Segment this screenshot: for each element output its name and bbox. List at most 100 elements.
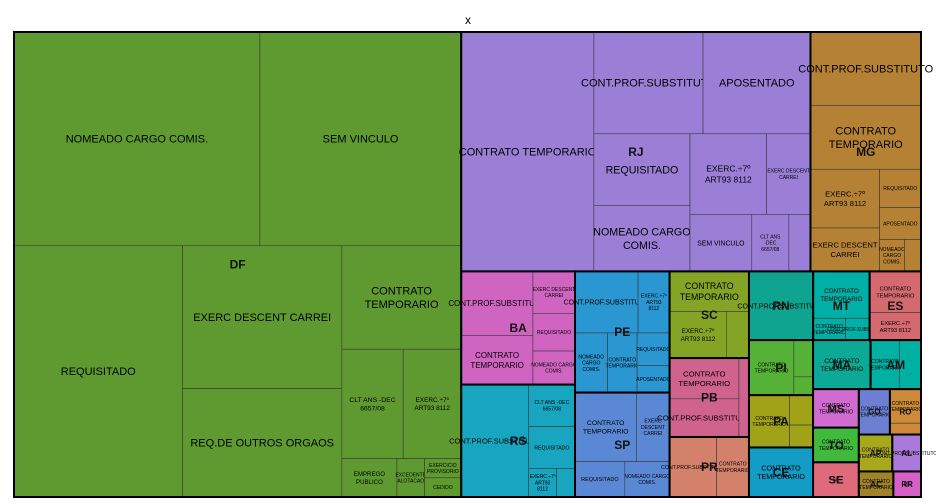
- tile-label: CLT ANS -DEC 6657/08: [349, 397, 395, 413]
- tile-label: SEM VINCULO: [697, 240, 744, 247]
- tile-label: CONT.PROF.SUBSTITUTO: [827, 327, 888, 333]
- tile-go-0: [858, 388, 891, 435]
- group-label: TO: [828, 440, 844, 452]
- tile-rj-4: [689, 133, 767, 215]
- tile-label: CONTRATO TEMPORARIO: [606, 357, 640, 369]
- tile-df-6: [341, 348, 404, 459]
- tile-label: CONT.PROF.SUBSTITUTO: [661, 465, 725, 471]
- group-label: RN: [772, 299, 789, 313]
- tile-label: CONTRATO TEMPORARIO: [868, 359, 902, 371]
- tile-ba-3: [532, 313, 576, 352]
- tile-mg-3: [810, 227, 880, 272]
- tile-label: CONT.PROF.SUBSTITUTO: [449, 436, 541, 445]
- tile-label: CONT.PROF.SUBSTITUTO: [581, 78, 716, 90]
- tile-label: CONTRATO TEMPORARIO: [889, 401, 923, 413]
- tile-pb-2: [669, 398, 740, 438]
- tile-df-3: [182, 245, 343, 389]
- tile-label: CONTRATO TEMPORARIO: [752, 416, 786, 428]
- group-sp: CONTRATO TEMPORARIO EXERC DESCENT CARREI REQU…: [574, 391, 671, 498]
- group-df: NOMEADO CARGO COMIS. SEM VINCULO REQUISITA…: [13, 31, 463, 498]
- group-label: AP: [870, 448, 882, 458]
- tile-label: NOMEADO CARGO COMIS.: [578, 354, 604, 373]
- tile-label: CONTRATO TEMPORARIO: [812, 324, 846, 336]
- tile-label: REQUISITADO: [534, 445, 569, 451]
- tile-df-5: [341, 245, 462, 350]
- tile-label: REQUISITADO: [636, 347, 670, 353]
- tile-label: CONTRATO TEMPORARIO: [859, 448, 893, 460]
- tile-df-2: [259, 31, 462, 247]
- tile-se-0: [812, 462, 860, 498]
- tile-label: REQUISITADO: [883, 186, 917, 192]
- tile-pi-0: [793, 339, 814, 378]
- tile-label: CONTRATO TEMPORARIO: [820, 288, 862, 303]
- tile-label: NOMEADO CARGO COMIS.: [531, 362, 577, 374]
- group-label: PR: [701, 460, 718, 474]
- tile-rs-2: [528, 426, 576, 469]
- tile-rj-3: [593, 205, 691, 272]
- tile-label: CONT.PROF.SUBSTITUTO: [798, 64, 933, 76]
- tile-label: CEDIDO: [433, 485, 453, 491]
- tile-label: EXERC.÷7º ART93 8112: [641, 294, 667, 313]
- tile-pe-4: [636, 332, 670, 366]
- chart-title: x: [465, 13, 471, 27]
- tile-label: EXERC.÷7º ART93 8112: [681, 328, 716, 343]
- tile-mg-6: [879, 239, 905, 272]
- tile-sp-0: [574, 392, 637, 462]
- tile-label: REQ.DE OUTROS ORGAOS: [190, 438, 334, 450]
- tile-label: CONTRATO TEMPORARIO: [678, 369, 730, 388]
- tile-label: CONTRATO TEMPORARIO: [583, 420, 629, 436]
- group-label: PI: [775, 361, 786, 375]
- tile-rj-2: [702, 31, 811, 135]
- group-label: AL: [901, 449, 912, 458]
- tile-pa-0: [748, 394, 790, 448]
- plot-border: [13, 31, 922, 498]
- tile-label: EXERC DESCENT CARREI: [641, 419, 665, 438]
- group-label: RS: [510, 434, 527, 448]
- tile-ms-0: [812, 388, 860, 428]
- tile-label: EXERC.÷7º ART93 8112: [705, 164, 752, 185]
- group-label: SC: [701, 308, 718, 322]
- tile-rs-3: [528, 468, 557, 498]
- tile-label: EXERC DESCENT CARREI: [812, 241, 877, 260]
- tile-label: SE: [833, 477, 840, 483]
- group-label: PA: [773, 415, 789, 429]
- tile-df-8: [341, 458, 398, 498]
- tile-label: EXERC DESCENT CARREI: [767, 169, 810, 181]
- group-rs: CONT.PROF.SUBSTITUTO CLT ANS -DEC 6657/08 R…: [449, 383, 577, 498]
- tile-sp-1: [574, 461, 626, 498]
- group-label: AC: [870, 479, 882, 489]
- tile-pi-2: [793, 376, 814, 396]
- tile-rr-0: [893, 471, 922, 498]
- tile-rj-8: [751, 214, 790, 272]
- group-label: AM: [886, 358, 905, 372]
- tile-label: EXERCICIO PROVISORIO: [427, 463, 459, 475]
- tile-label: CONT.PROF.SUBSTITUTO: [448, 299, 546, 308]
- tile-df-7: [402, 348, 462, 459]
- tile-sc-2: [726, 311, 750, 359]
- tile-mg-7: [904, 239, 922, 272]
- tile-rs-0: [460, 384, 530, 498]
- tile-pe-5: [636, 365, 670, 393]
- tile-label: CLT ANS -DEC 6657/08: [534, 400, 569, 412]
- group-pb: CONTRATO TEMPORARIO CONT.PROF.SUBSTITUTO PB: [657, 357, 751, 438]
- group-label: SP: [614, 438, 630, 452]
- tile-sp-3: [636, 392, 670, 462]
- group-label: PB: [701, 391, 718, 405]
- tile-label: REQUISITADO: [537, 330, 571, 336]
- tile-label: CONTRATO TEMPORARIO: [858, 406, 892, 418]
- group-label: BA: [509, 321, 527, 335]
- tile-label: SEM VINCULO: [323, 134, 399, 146]
- tile-label: CONT.PROF.SUBSTITUTO: [657, 414, 751, 423]
- tile-label: CONTRATO TEMPORARIO: [876, 286, 915, 299]
- tile-label: CONTRATO TEMPORARIO: [829, 125, 903, 151]
- group-label: RR: [901, 480, 913, 489]
- tile-sc-0: [669, 311, 727, 359]
- tile-label: CONTRATO TEMPORARIO: [820, 358, 863, 373]
- tile-label: EXCEDENTE ALOTACAO: [395, 472, 426, 484]
